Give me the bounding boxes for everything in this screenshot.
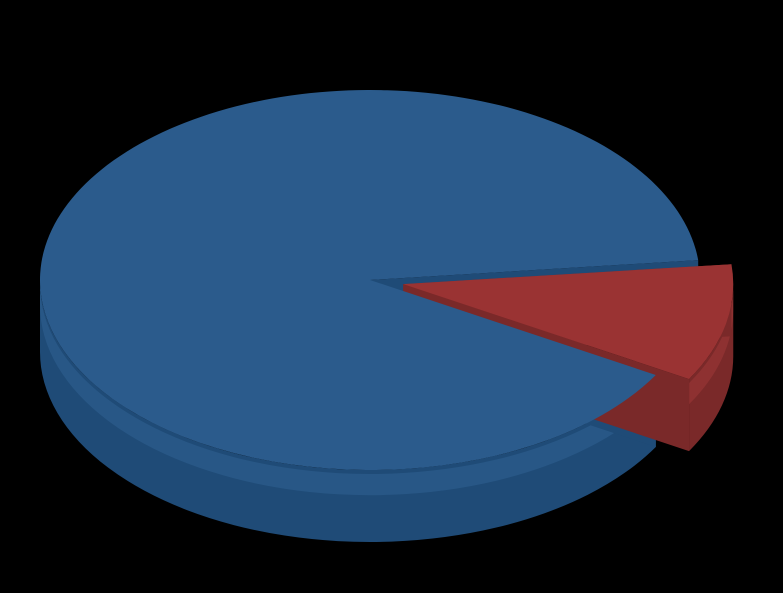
pie-3d-chart	[0, 0, 783, 593]
